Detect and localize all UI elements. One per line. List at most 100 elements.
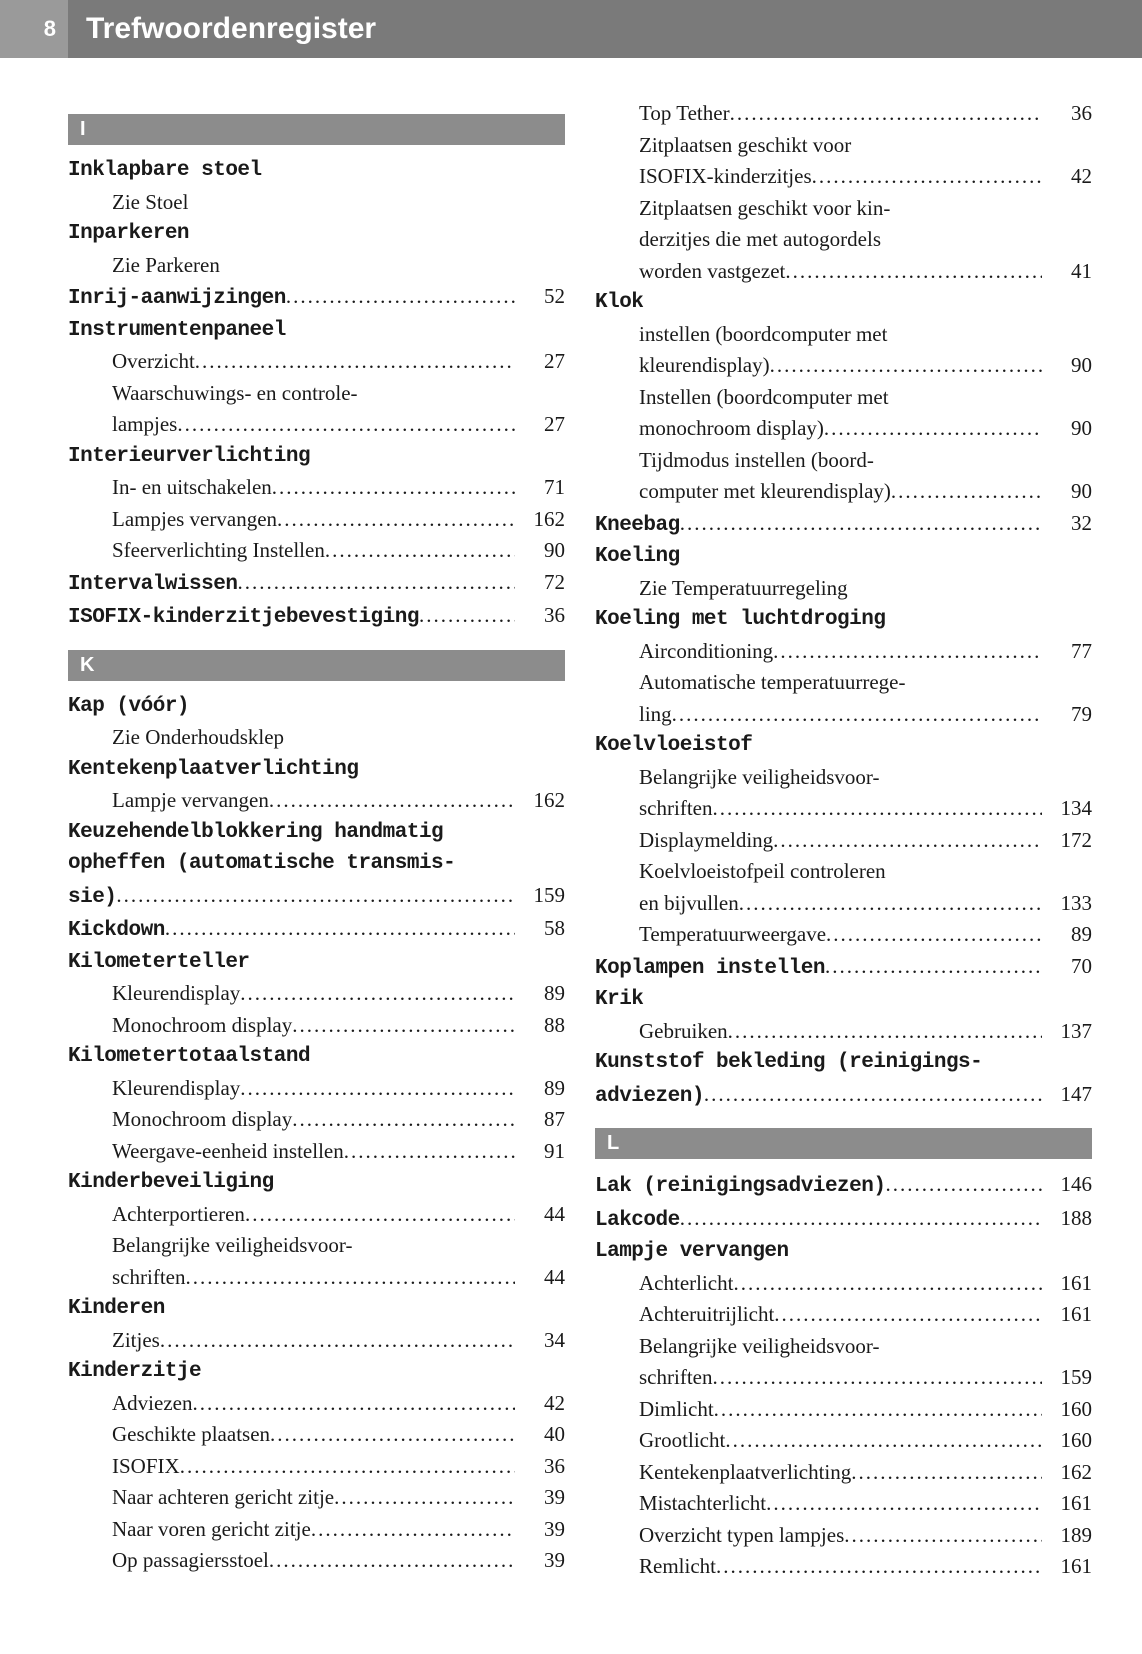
leader-dots [272, 472, 515, 504]
index-entry: Displaymelding 172 [595, 825, 1092, 857]
index-entry-page: 88 [515, 1010, 565, 1042]
index-entry: ling 79 [595, 699, 1092, 731]
leader-dots [773, 825, 1042, 857]
page-number: 8 [0, 0, 68, 58]
index-entry-label: kleurendisplay) [639, 350, 770, 382]
section-k-left-list: Kap (vóór)Zie OnderhoudsklepKentekenplaa… [68, 691, 565, 1577]
index-entry-label: Naar achteren gericht zitje [112, 1482, 334, 1514]
index-entry: Lakcode188 [595, 1203, 1092, 1237]
index-entry-page: 147 [1042, 1079, 1092, 1111]
index-entry-label: Klok [595, 287, 643, 319]
index-entry-page: 162 [515, 785, 565, 817]
leader-dots [277, 504, 515, 536]
index-entry-label: worden vastgezet [639, 256, 785, 288]
index-entry-label: Remlicht [639, 1551, 716, 1583]
index-entry-label: ISOFIX [112, 1451, 180, 1483]
leader-dots [269, 785, 515, 817]
index-entry-page: 91 [515, 1136, 565, 1168]
index-entry-label: ISOFIX-kinderzitjes [639, 161, 812, 193]
index-entry: Monochroom display87 [68, 1104, 565, 1136]
leader-dots [672, 699, 1042, 731]
index-entry: Geschikte plaatsen40 [68, 1419, 565, 1451]
index-entry-label: Kilometertotaalstand [68, 1041, 310, 1073]
section-heading-i: I [68, 114, 565, 145]
index-entry: Koplampen instellen70 [595, 951, 1092, 985]
index-entry: Mistachterlicht161 [595, 1488, 1092, 1520]
leader-dots [195, 346, 515, 378]
index-entry: Kilometerteller [68, 947, 565, 979]
index-entry-page: 90 [1042, 476, 1092, 508]
index-entry: Naar voren gericht zitje39 [68, 1514, 565, 1546]
index-entry-label: ling [639, 699, 672, 731]
index-entry: worden vastgezet 41 [595, 256, 1092, 288]
index-entry-label: Lampjes vervangen [112, 504, 277, 536]
index-entry: Op passagiersstoel39 [68, 1545, 565, 1577]
leader-dots [825, 951, 1042, 983]
leader-dots [160, 1325, 515, 1357]
index-entry: opheffen (automatische transmis- [68, 848, 565, 880]
index-entry-label: opheffen (automatische transmis- [68, 848, 455, 880]
index-entry: ISOFIX-kinderzitjes42 [595, 161, 1092, 193]
leader-dots [240, 1073, 515, 1105]
index-entry-label: Kinderbeveiliging [68, 1167, 274, 1199]
index-entry-label: Zie Stoel [112, 187, 188, 219]
index-entry-label: Displaymelding [639, 825, 773, 857]
index-entry: Instrumentenpaneel [68, 315, 565, 347]
index-entry: monochroom display)90 [595, 413, 1092, 445]
index-entry: Kleurendisplay89 [68, 1073, 565, 1105]
index-entry-page: 90 [1042, 350, 1092, 382]
index-entry: Automatische temperatuurrege- [595, 667, 1092, 699]
leader-dots [716, 1551, 1042, 1583]
index-entry-page: 32 [1042, 508, 1092, 540]
index-entry: ISOFIX-kinderzitjebevestiging36 [68, 600, 565, 634]
index-entry: Waarschuwings- en controle- [68, 378, 565, 410]
index-entry: Kilometertotaalstand [68, 1041, 565, 1073]
index-entry-page: 161 [1042, 1299, 1092, 1331]
leader-dots [344, 1136, 515, 1168]
index-entry-label: Koelvloeistofpeil controleren [639, 856, 886, 888]
leader-dots [770, 350, 1042, 382]
index-entry-page: 39 [515, 1482, 565, 1514]
index-entry-page: 79 [1042, 699, 1092, 731]
index-entry: Airconditioning77 [595, 636, 1092, 668]
leader-dots [192, 1388, 515, 1420]
index-entry: computer met kleurendisplay)90 [595, 476, 1092, 508]
index-entry-label: derzitjes die met autogordels [639, 224, 881, 256]
page-title: Trefwoordenregister [68, 0, 1142, 58]
index-entry: Overzicht typen lampjes189 [595, 1520, 1092, 1552]
index-entry: Zitjes34 [68, 1325, 565, 1357]
leader-dots [116, 880, 515, 912]
index-entry-page: 89 [515, 978, 565, 1010]
index-entry-page: 41 [1042, 256, 1092, 288]
index-entry: kleurendisplay) 90 [595, 350, 1092, 382]
index-entry: Lampje vervangen162 [68, 785, 565, 817]
index-entry: ISOFIX36 [68, 1451, 565, 1483]
leader-dots [311, 1514, 515, 1546]
index-entry: Lak (reinigingsadviezen)146 [595, 1169, 1092, 1203]
index-entry-page: 161 [1042, 1551, 1092, 1583]
index-entry-page: 89 [515, 1073, 565, 1105]
index-entry: Remlicht 161 [595, 1551, 1092, 1583]
index-entry-label: Lakcode [595, 1205, 680, 1237]
index-entry: Inrij-aanwijzingen52 [68, 281, 565, 315]
index-entry: Achteruitrijlicht161 [595, 1299, 1092, 1331]
index-entry-page: 189 [1042, 1520, 1092, 1552]
index-entry-label: Op passagiersstoel [112, 1545, 269, 1577]
index-entry: schriften134 [595, 793, 1092, 825]
leader-dots [774, 1299, 1042, 1331]
leader-dots [739, 888, 1042, 920]
index-entry-page: 161 [1042, 1488, 1092, 1520]
index-entry-page: 172 [1042, 825, 1092, 857]
index-entry-page: 90 [515, 535, 565, 567]
index-entry-label: Belangrijke veiligheidsvoor- [639, 1331, 879, 1363]
index-entry-label: Instellen (boordcomputer met [639, 382, 889, 414]
index-entry-label: lampjes [112, 409, 177, 441]
index-entry-label: sie) [68, 882, 116, 914]
index-entry-label: In- en uitschakelen [112, 472, 272, 504]
index-entry: Kunststof bekleding (reinigings- [595, 1047, 1092, 1079]
index-entry-page: 44 [515, 1199, 565, 1231]
index-entry-label: Zitplaatsen geschikt voor kin- [639, 193, 890, 225]
content-area: I Inklapbare stoelZie StoelInparkerenZie… [0, 58, 1142, 1623]
index-entry: Overzicht27 [68, 346, 565, 378]
index-entry-label: Kickdown [68, 915, 165, 947]
